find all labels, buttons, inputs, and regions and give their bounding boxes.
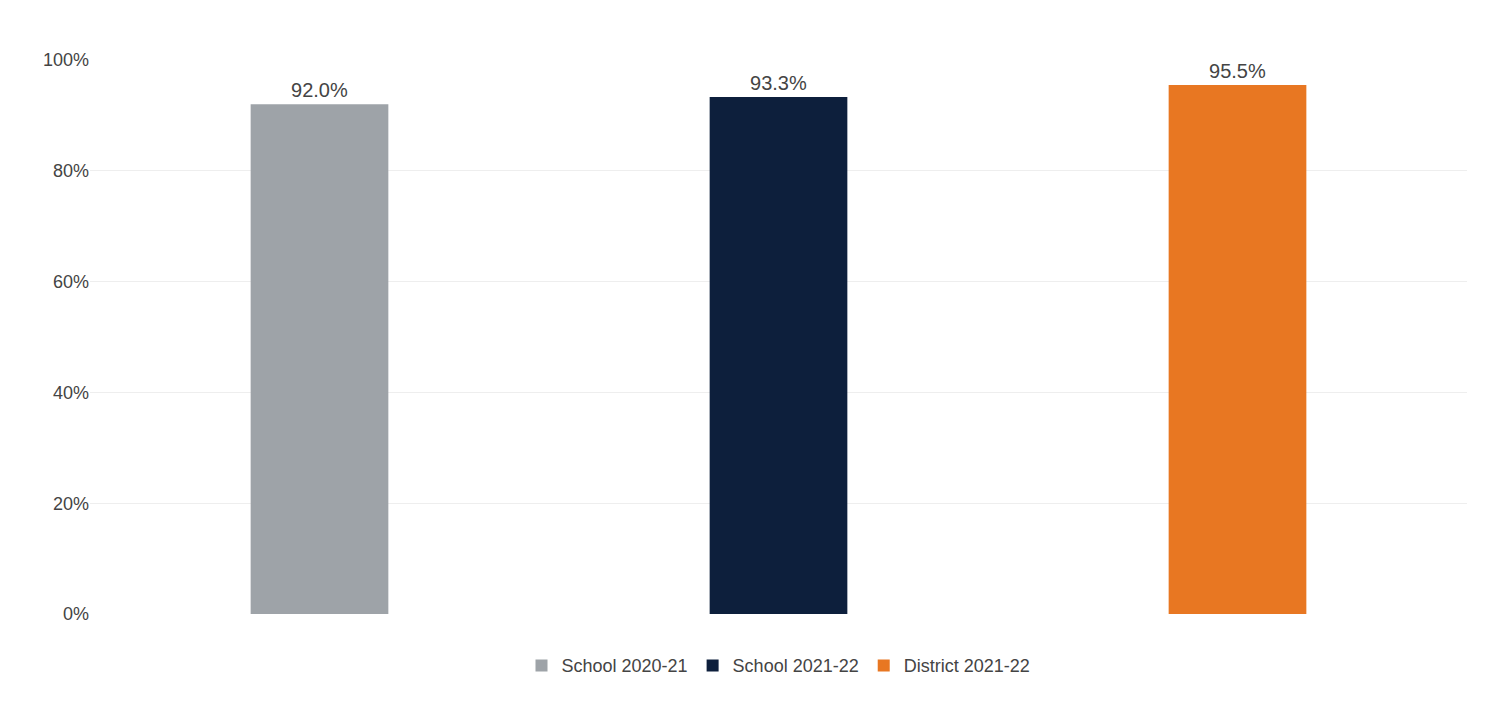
svg-text:93.3%: 93.3% bbox=[750, 72, 807, 94]
svg-text:95.5%: 95.5% bbox=[1209, 60, 1266, 82]
svg-text:40%: 40% bbox=[53, 383, 89, 403]
svg-text:100%: 100% bbox=[43, 50, 89, 70]
svg-text:District 2021-22: District 2021-22 bbox=[904, 656, 1030, 676]
svg-text:20%: 20% bbox=[53, 494, 89, 514]
svg-text:School 2020-21: School 2020-21 bbox=[562, 656, 688, 676]
svg-text:80%: 80% bbox=[53, 161, 89, 181]
svg-text:0%: 0% bbox=[63, 604, 89, 624]
svg-text:60%: 60% bbox=[53, 272, 89, 292]
svg-text:92.0%: 92.0% bbox=[291, 79, 348, 101]
svg-text:School 2021-22: School 2021-22 bbox=[733, 656, 859, 676]
